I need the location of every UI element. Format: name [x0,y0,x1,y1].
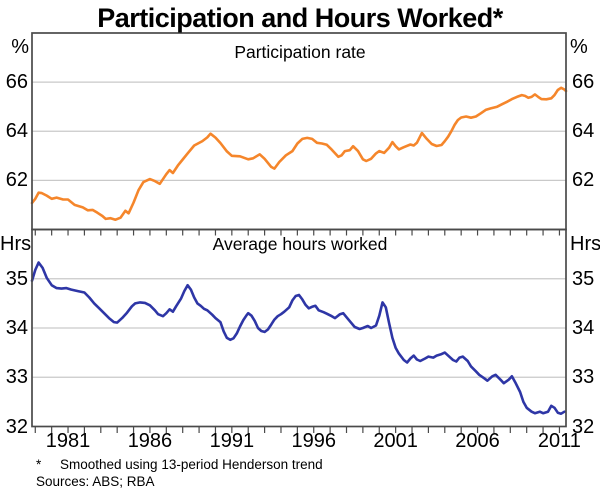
top-panel-label: Participation rate [234,42,366,62]
y-tick-label-right-66: 66 [572,71,595,94]
y-tick-label-left-34: 34 [5,317,28,339]
unit-label-right-0: % [570,36,588,58]
y-tick-label-right-33: 33 [572,366,595,389]
x-year-label-1991: 1991 [209,430,255,452]
y-tick-label-right-32: 32 [572,415,595,438]
bottom-panel-label: Average hours worked [212,234,388,254]
sources-text: Sources: ABS; RBA [36,474,155,489]
unit-label-left-0: % [11,36,29,58]
x-year-label-2001: 2001 [373,430,418,452]
x-year-label-2011: 2011 [537,430,581,452]
y-tick-label-left-32: 32 [5,415,28,438]
y-tick-label-right-62: 62 [572,169,595,192]
x-year-label-1981: 1981 [45,430,91,452]
x-year-label-1996: 1996 [291,430,336,452]
unit-label-right-1: Hrs [570,232,600,255]
y-tick-label-left-62: 62 [5,169,28,192]
y-tick-label-left-35: 35 [5,267,28,290]
x-year-label-1986: 1986 [127,430,173,452]
footnote-marker: * [36,457,42,472]
y-tick-label-right-34: 34 [572,317,595,339]
y-tick-label-left-64: 64 [5,120,28,143]
chart-title: Participation and Hours Worked* [97,3,503,33]
panel-frame-1 [31,228,567,428]
y-tick-label-left-33: 33 [5,366,28,389]
y-tick-label-right-64: 64 [572,120,595,143]
y-tick-label-left-66: 66 [5,71,28,94]
unit-label-left-1: Hrs [0,232,32,255]
y-tick-label-right-35: 35 [572,267,595,290]
x-year-label-2006: 2006 [455,430,500,452]
hours-series-line [30,261,566,415]
participation-series-line [30,86,568,221]
footnote-text: Smoothed using 13-period Henderson trend [60,457,323,472]
